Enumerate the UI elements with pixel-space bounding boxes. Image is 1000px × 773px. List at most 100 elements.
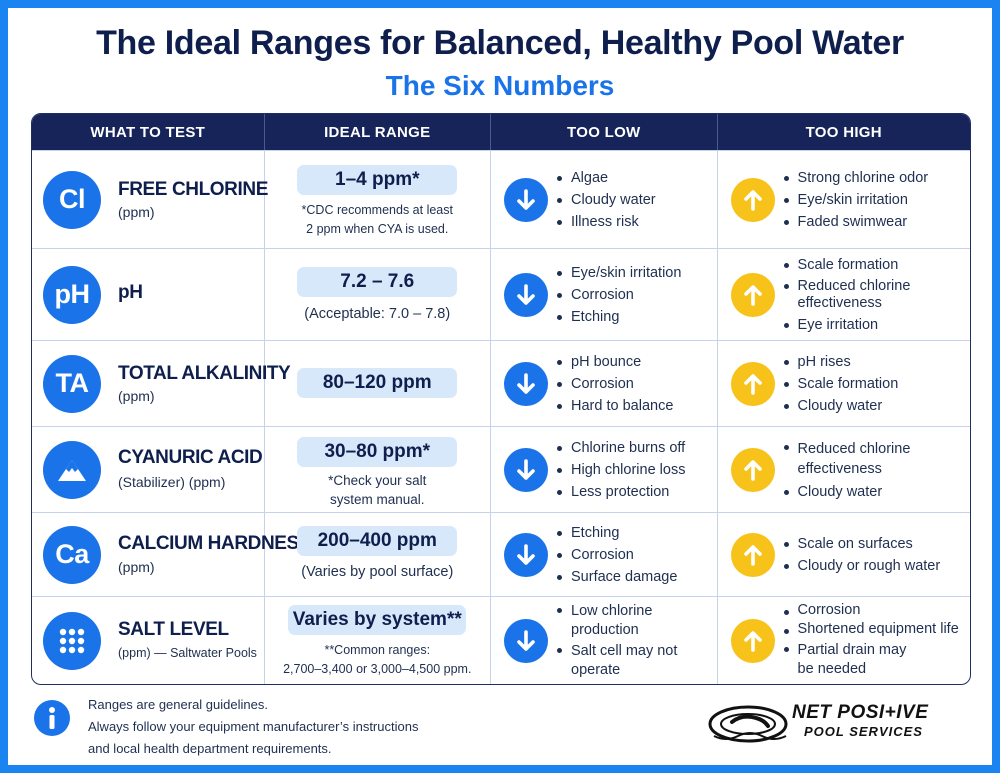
list-item: Etching	[557, 522, 713, 544]
ta-badge: TA	[43, 354, 101, 413]
parameter-unit: (ppm)	[118, 388, 155, 404]
list-item: Surface damage	[557, 566, 713, 588]
range-note: (Acceptable: 7.0 – 7.8)	[265, 305, 491, 324]
range-note: *Check your salt system manual.	[265, 471, 491, 509]
too-high-cell: Scale formation Reduced chlorine effecti…	[718, 249, 970, 340]
logo-line-1: NET POSI+IVE	[792, 702, 929, 723]
company-logo: NET POSI+IVE POOL SERVICES	[706, 698, 960, 748]
parameter-name: TOTAL ALKALINITY	[118, 363, 291, 384]
ranges-table: WHAT TO TEST IDEAL RANGE TOO LOW TOO HIG…	[31, 113, 971, 685]
footer-note: Ranges are general guidelines. Always fo…	[88, 694, 418, 760]
arrow-down-icon	[504, 532, 549, 577]
note-line: **Common ranges:	[324, 643, 431, 657]
header-too-high: TOO HIGH	[805, 123, 882, 141]
page-subtitle: The Six Numbers	[385, 70, 615, 101]
table-row-ph: pH pH 7.2 – 7.6 (Acceptable: 7.0 – 7.8) …	[32, 248, 970, 340]
too-low-cell: Low chlorine production Salt cell may no…	[491, 597, 718, 684]
note-line: *Check your salt	[328, 473, 427, 488]
table-row-calcium-hardness: Ca CALCIUM HARDNESS (ppm) 200–400 ppm (V…	[32, 512, 970, 596]
list-item: Partial drain may be needed	[783, 641, 966, 679]
too-low-list: pH bounce Corrosion Hard to balance	[557, 351, 713, 417]
list-item: Salt cell may not operate	[557, 642, 713, 680]
too-low-cell: Chlorine burns off High chlorine loss Le…	[491, 427, 718, 512]
list-item: Scale formation	[783, 373, 966, 395]
too-high-cell: Strong chlorine odor Eye/skin irritation…	[718, 151, 970, 248]
too-low-list: Eye/skin irritation Corrosion Etching	[557, 262, 713, 328]
parameter-name: SALT LEVEL	[118, 619, 229, 640]
range-cell: 200–400 ppm (Varies by pool surface)	[265, 513, 492, 596]
range-pill: 30–80 ppm*	[297, 437, 458, 467]
list-item: Strong chlorine odor	[783, 167, 966, 189]
list-item: Cloudy or rough water	[783, 555, 966, 577]
info-icon	[34, 700, 70, 736]
note-line: (Varies by pool surface)	[301, 564, 454, 580]
too-high-list: pH rises Scale formation Cloudy water	[783, 351, 966, 417]
too-low-list: Chlorine burns off High chlorine loss Le…	[557, 437, 713, 503]
list-item: Reduced chlorine effectiveness	[783, 278, 966, 312]
calcium-badge: Ca	[43, 525, 101, 584]
list-item: Cloudy water	[783, 481, 966, 503]
arrow-down-icon	[504, 447, 549, 492]
list-item: Corrosion	[557, 284, 713, 306]
chlorine-badge: Cl	[43, 170, 101, 229]
range-pill: 1–4 ppm*	[297, 165, 458, 195]
range-cell: 7.2 – 7.6 (Acceptable: 7.0 – 7.8)	[265, 249, 492, 340]
range-pill: 80–120 ppm	[297, 368, 458, 398]
logo-line-2: POOL SERVICES	[804, 724, 923, 739]
table-row-salt-level: SALT LEVEL (ppm) — Saltwater Pools Varie…	[32, 596, 970, 684]
test-cell: Cl FREE CHLORINE (ppm)	[32, 151, 268, 248]
test-cell: TA TOTAL ALKALINITY (ppm)	[32, 341, 291, 426]
too-high-cell: Scale on surfaces Cloudy or rough water	[718, 513, 970, 596]
note-line: (Acceptable: 7.0 – 7.8)	[304, 306, 451, 322]
range-cell: 80–120 ppm	[265, 341, 492, 426]
table-header: WHAT TO TEST IDEAL RANGE TOO LOW TOO HIG…	[32, 114, 970, 150]
header-too-low: TOO LOW	[491, 114, 718, 150]
parameter-name: CALCIUM HARDNESS	[118, 533, 312, 554]
parameter-unit: (Stabilizer) (ppm)	[118, 474, 226, 490]
note-line: *CDC recommends at least	[301, 203, 453, 217]
too-high-list: Scale formation Reduced chlorine effecti…	[783, 254, 966, 336]
list-item: Cloudy water	[557, 189, 713, 211]
too-high-cell: Reduced chlorine effectiveness Cloudy wa…	[718, 427, 970, 512]
arrow-down-icon	[504, 272, 549, 317]
too-low-cell: Algae Cloudy water Illness risk	[491, 151, 718, 248]
parameter-name: pH	[118, 282, 143, 303]
range-pill: 200–400 ppm	[297, 526, 458, 556]
list-item: Algae	[557, 167, 713, 189]
list-item: Scale on surfaces	[783, 533, 966, 555]
too-high-cell: pH rises Scale formation Cloudy water	[718, 341, 970, 426]
range-cell: 30–80 ppm* *Check your salt system manua…	[265, 427, 492, 512]
pool-float-icon	[708, 705, 788, 743]
test-cell: Ca CALCIUM HARDNESS (ppm)	[32, 513, 312, 596]
too-high-cell: Corrosion Shortened equipment life Parti…	[718, 597, 970, 684]
parameter-unit: (ppm) — Saltwater Pools	[118, 646, 257, 660]
range-note: *CDC recommends at least 2 ppm when CYA …	[265, 201, 491, 239]
list-item: Low chlorine production	[557, 602, 713, 640]
too-low-cell: Etching Corrosion Surface damage	[491, 513, 718, 596]
arrow-up-icon	[730, 619, 775, 663]
arrow-up-icon	[730, 532, 775, 577]
note-line: system manual.	[329, 492, 425, 507]
parameter-name: CYANURIC ACID	[118, 447, 263, 468]
arrow-up-icon	[730, 272, 775, 317]
list-item: Eye/skin irritation	[783, 189, 966, 211]
range-cell: 1–4 ppm* *CDC recommends at least 2 ppm …	[265, 151, 492, 248]
note-line: 2,700–3,400 or 3,000–4,500 ppm.	[283, 662, 472, 676]
list-item: pH bounce	[557, 351, 713, 373]
table-row-free-chlorine: Cl FREE CHLORINE (ppm) 1–4 ppm* *CDC rec…	[32, 150, 970, 248]
list-item: Eye irritation	[783, 314, 966, 336]
list-item: Corrosion	[557, 373, 713, 395]
list-item: High chlorine loss	[557, 459, 713, 481]
table-row-cyanuric-acid: CYANURIC ACID (Stabilizer) (ppm) 30–80 p…	[32, 426, 970, 512]
range-pill: Varies by system**	[288, 605, 467, 635]
list-item: Cloudy water	[783, 395, 966, 417]
range-note: (Varies by pool surface)	[265, 563, 491, 582]
list-item: Faded swimwear	[783, 211, 966, 233]
arrow-down-icon	[504, 619, 549, 663]
list-item: Illness risk	[557, 211, 713, 233]
arrow-up-icon	[730, 177, 775, 222]
too-high-list: Reduced chlorine effectiveness Cloudy wa…	[783, 437, 966, 503]
arrow-down-icon	[504, 361, 549, 406]
dots-grid-icon	[43, 612, 101, 670]
parameter-unit: (ppm)	[118, 204, 155, 220]
